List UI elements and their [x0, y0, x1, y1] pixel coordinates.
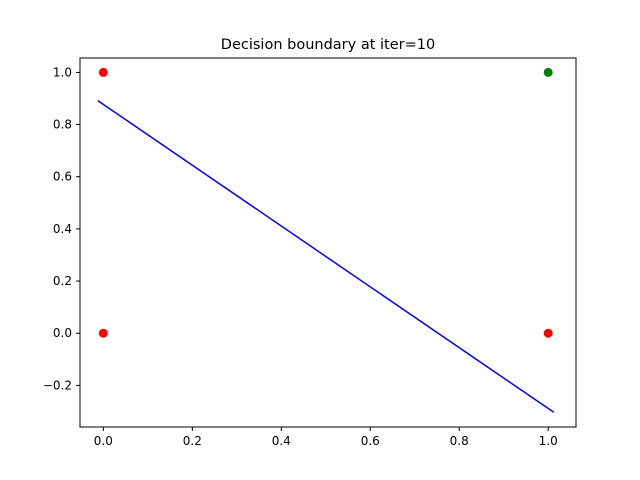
- plot-area: 0.0 0.2 0.4 0.6 0.8 1.0 −0.2 0.0 0.2 0.4 0.6 0.8 1.0: [43, 57, 577, 448]
- x-tick-label: 0.6: [361, 434, 380, 448]
- y-tick-label: 0.2: [53, 274, 72, 288]
- x-tick-label: 0.8: [450, 434, 469, 448]
- data-point-3: [543, 67, 553, 77]
- data-point-0: [98, 328, 108, 338]
- data-point-2: [543, 328, 553, 338]
- y-tick-label: 0.0: [53, 326, 72, 340]
- decision-boundary-line: [97, 99, 555, 413]
- y-tick-label: 0.4: [53, 222, 72, 236]
- axes-frame: [79, 57, 577, 428]
- y-tick-label: 0.8: [53, 118, 72, 132]
- x-tick-label: 1.0: [539, 434, 558, 448]
- data-point-1: [98, 67, 108, 77]
- x-tick-label: 0.0: [94, 434, 113, 448]
- y-tick-label: 1.0: [53, 65, 72, 79]
- x-tick-label: 0.2: [183, 434, 202, 448]
- chart-title: Decision boundary at iter=10: [221, 37, 435, 53]
- y-tick-label: −0.2: [43, 378, 72, 392]
- y-tick-label: 0.6: [53, 170, 72, 184]
- x-tick-label: 0.4: [272, 434, 291, 448]
